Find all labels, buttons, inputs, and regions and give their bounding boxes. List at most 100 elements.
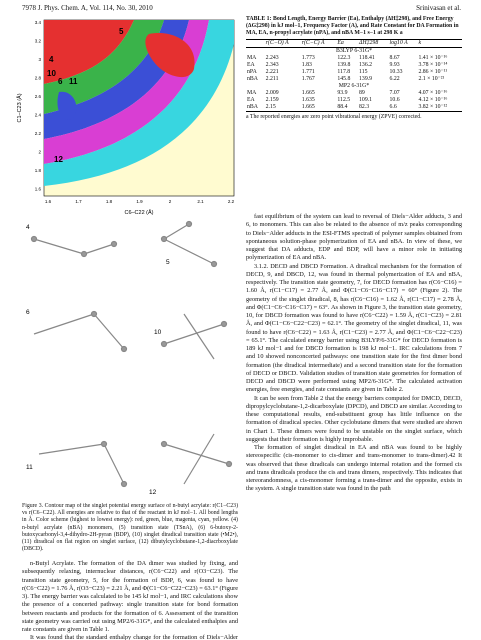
table-cell: 7.07	[389, 90, 400, 96]
x-tick-label: 2.2	[228, 199, 235, 204]
table-cell: 115	[359, 69, 368, 75]
table-cell: 1.665	[300, 104, 337, 112]
table-cell: 2.009	[265, 90, 279, 96]
x-tick-label: 1.8	[106, 199, 113, 204]
table-cell: 10.6	[389, 97, 400, 103]
running-header: 7978 J. Phys. Chem. A, Vol. 114, No. 30,…	[22, 4, 153, 12]
table-cell: 117.8	[337, 69, 351, 75]
table-cell: 2.343	[265, 62, 279, 68]
group-row: MP2 6-31G*	[246, 83, 462, 90]
y-tick-label: 1.6	[35, 187, 42, 192]
table-cell: 88.4	[336, 104, 359, 112]
paragraph: It can be seen from Table 2 that the ene…	[246, 394, 462, 443]
table-cell: 93.9	[337, 90, 348, 96]
table-cell: EA	[247, 97, 255, 103]
table-cell: 139.9	[359, 76, 373, 82]
table-cell: 2.211	[265, 76, 279, 82]
plot-label: 12	[54, 155, 63, 164]
contour-map	[43, 19, 235, 197]
table-cell: 4.07 × 10⁻¹⁶	[418, 90, 448, 96]
y-tick-label: 3.4	[35, 20, 42, 25]
structure-label: 10	[154, 329, 162, 336]
table-cell: 1.773	[301, 55, 315, 61]
structure-label: 4	[26, 224, 30, 231]
table-row: nPA 2.221 1.771 117.8 115 10.33 2.86 × 10⁻¹¹	[246, 69, 462, 76]
table-row: MA 2.243 1.773 122.3 118.41 8.67 1.41 × 10⁻¹⁶	[246, 55, 462, 62]
plot-label: 6	[58, 77, 63, 86]
table-cell: nBA	[246, 104, 265, 112]
table-cell: 4.12 × 10⁻¹⁶	[418, 97, 448, 103]
table-cell: 2.159	[265, 97, 279, 103]
table-row: nBA 2.211 1.767 145.8 139.9 6.22 2.1 × 10⁻²¹	[246, 76, 462, 83]
y-tick-label: 2.8	[35, 76, 42, 81]
y-tick-label: 3	[38, 57, 41, 62]
table-cell: 89	[359, 90, 365, 96]
table-cell: 2.15	[264, 104, 301, 112]
table-cell: 82.3	[358, 104, 389, 112]
plot-label: 10	[47, 69, 56, 78]
table-cell: MA	[247, 90, 257, 96]
table-title: TABLE 1: Bond Length, Energy Barrier (Ea…	[246, 16, 459, 36]
column-header: r(C−C) Å	[300, 39, 337, 48]
paragraph: It was found that the standard enthalpy …	[30, 634, 238, 640]
column-header: r(C−O) Å	[264, 39, 301, 48]
table-cell: 1.665	[301, 90, 315, 96]
table-cell: 109.1	[359, 97, 373, 103]
running-author: Srinivasan et al.	[416, 4, 461, 12]
table-row: EA 2.159 1.635 112.5 109.1 10.6 4.12 × 10⁻¹⁶	[246, 97, 462, 104]
y-tick-label: 2.2	[35, 131, 42, 136]
table-cell: 2.1 × 10⁻²¹	[418, 76, 445, 82]
table-cell: 139.8	[337, 62, 351, 68]
column-header: log10 A	[388, 39, 418, 48]
right-column: fast equilibrium of the system can lead …	[246, 213, 462, 640]
table-cell: 2.86 × 10⁻¹¹	[418, 69, 448, 75]
table-cell: 8.67	[389, 55, 400, 61]
y-axis-label: C1–C23 (Å)	[16, 93, 23, 122]
plot-label: 11	[69, 77, 78, 86]
structure-label: 11	[26, 464, 33, 471]
x-tick-label: 2	[169, 199, 172, 204]
table-row: MA 2.009 1.665 93.9 89 7.07 4.07 × 10⁻¹⁶	[246, 90, 462, 97]
paragraph: 3.1.2. DECD and DBCD Formation. A diradi…	[246, 262, 462, 394]
y-tick-label: 1.8	[35, 168, 42, 173]
table-cell: 112.5	[337, 97, 351, 103]
column-header: Ea	[336, 39, 359, 48]
left-column: n-Butyl Acrylate. The formation of the D…	[22, 560, 238, 640]
y-tick-label: 2	[38, 150, 41, 155]
figure-caption: Figure 3. Contour map of the singlet pot…	[22, 503, 238, 553]
paragraph: The formation of singlet diradical in EA…	[246, 444, 462, 493]
table-cell: EA	[247, 62, 255, 68]
table-cell: 118.41	[359, 55, 375, 61]
table-1: TABLE 1: Bond Length, Energy Barrier (Ea…	[246, 16, 462, 121]
structures	[30, 220, 233, 488]
table-cell: nBA	[247, 76, 258, 82]
group-row: B3LYP 6-31G*	[246, 48, 462, 56]
table-cell: 3.82 × 10⁻¹²	[417, 104, 462, 112]
table-cell: 122.3	[337, 55, 351, 61]
table-cell: 6.22	[389, 76, 400, 82]
table-cell: 2.243	[265, 55, 279, 61]
table-row: nBA 2.15 1.665 88.4 82.3 6.6 3.82 × 10⁻¹²	[246, 104, 462, 112]
paragraph: n-Butyl Acrylate. The formation of the D…	[22, 560, 238, 633]
y-tick-label: 2.4	[35, 113, 42, 118]
plot-label: 4	[49, 55, 54, 64]
table-cell: MA	[247, 55, 257, 61]
table-cell: 145.8	[337, 76, 351, 82]
y-tick-label: 2.6	[35, 94, 42, 99]
y-tick-label: 3.2	[35, 39, 42, 44]
x-tick-label: 2.1	[197, 199, 204, 204]
table-cell: nPA	[247, 69, 257, 75]
x-tick-label: 1.6	[45, 199, 52, 204]
table-footnote: a The reported energies are zero point v…	[246, 114, 422, 120]
table-cell: 2.221	[265, 69, 279, 75]
table-cell: 1.635	[301, 97, 315, 103]
table-cell: 9.93	[389, 62, 400, 68]
table-cell: 1.83	[301, 62, 312, 68]
structure-label: 12	[149, 489, 157, 496]
column-header: ΔH‡298	[358, 39, 389, 48]
plot-label: 5	[119, 27, 124, 36]
structure-label: 5	[166, 259, 170, 266]
